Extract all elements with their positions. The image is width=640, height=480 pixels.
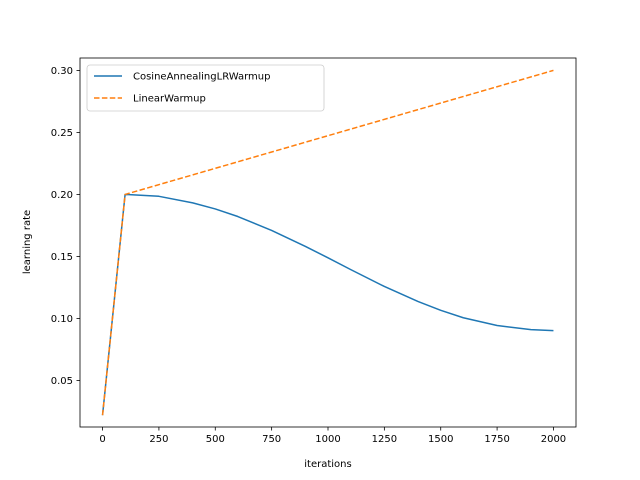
y-tick-label: 0.10	[51, 314, 73, 325]
x-axis-label: iterations	[304, 459, 351, 470]
y-axis-label: learning rate	[22, 210, 33, 274]
x-axis-ticks: 0 250 500 750 1000 1250 1500 1750 2000	[99, 427, 566, 445]
x-tick-label: 1000	[315, 434, 340, 445]
legend: CosineAnnealingLRWarmup LinearWarmup	[86, 64, 325, 112]
y-tick-label: 0.20	[51, 190, 73, 201]
x-tick-label: 1750	[484, 434, 509, 445]
y-tick-label: 0.25	[51, 128, 73, 139]
series-layer	[101, 69, 554, 416]
x-tick-label: 1500	[428, 434, 453, 445]
y-axis-ticks: 0.05 0.10 0.15 0.20 0.25 0.30	[51, 66, 80, 387]
x-tick-label: 250	[149, 434, 168, 445]
y-tick-label: 0.05	[51, 376, 73, 387]
x-tick-label: 750	[262, 434, 281, 445]
x-tick-label: 500	[206, 434, 225, 445]
legend-box	[86, 64, 325, 112]
y-tick-label: 0.15	[51, 252, 73, 263]
x-tick-label: 0	[99, 434, 105, 445]
legend-label: LinearWarmup	[133, 94, 206, 105]
series-line-cosine-annealing	[101, 193, 554, 416]
x-tick-label: 1250	[372, 434, 397, 445]
x-tick-label: 2000	[541, 434, 566, 445]
y-tick-label: 0.30	[51, 66, 73, 77]
legend-label: CosineAnnealingLRWarmup	[133, 72, 270, 83]
series-line-linear-warmup	[101, 69, 554, 416]
